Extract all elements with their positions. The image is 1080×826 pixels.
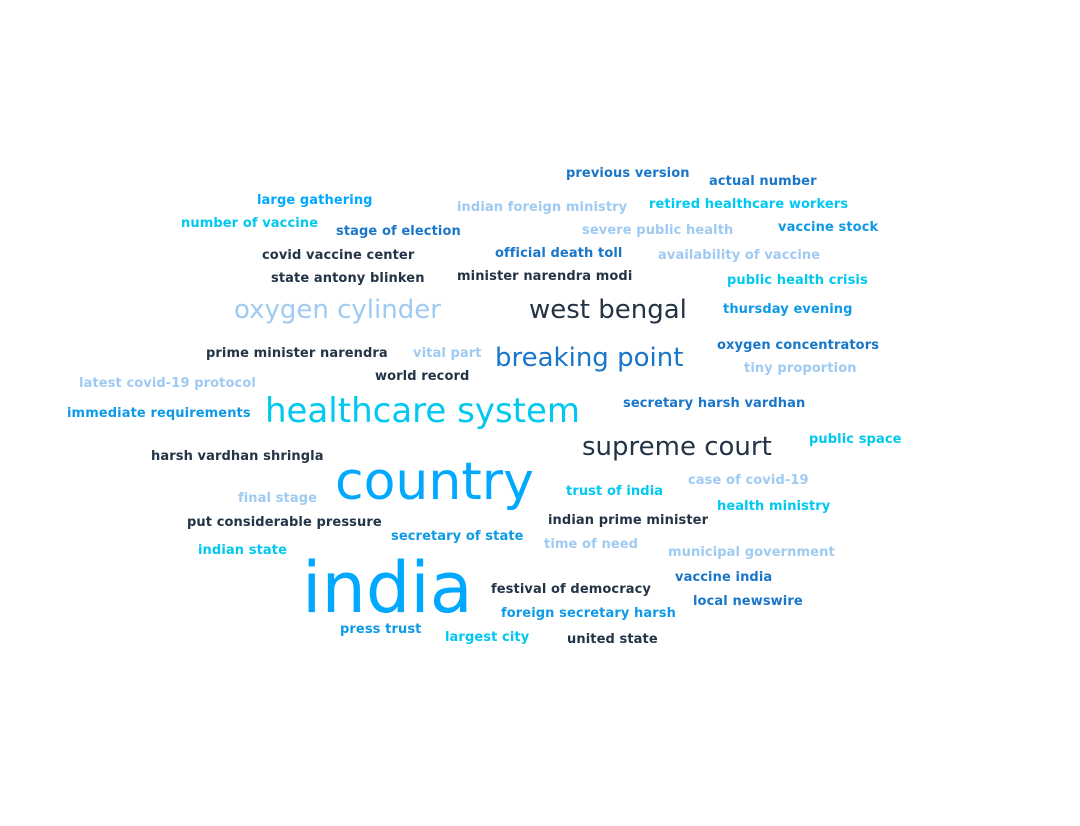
word: thursday evening: [723, 302, 853, 317]
word: largest city: [445, 630, 530, 645]
word: press trust: [340, 622, 422, 637]
word: municipal government: [668, 545, 835, 560]
word: tiny proportion: [744, 361, 857, 376]
word: vaccine stock: [778, 220, 879, 235]
word: large gathering: [257, 193, 373, 208]
word: stage of election: [336, 224, 461, 239]
word: local newswire: [693, 594, 803, 609]
word: public space: [809, 432, 902, 447]
word: actual number: [709, 174, 817, 189]
word: supreme court: [582, 432, 772, 462]
word: india: [302, 547, 473, 629]
word: put considerable pressure: [187, 515, 382, 530]
word: previous version: [566, 166, 690, 181]
word: world record: [375, 369, 470, 384]
word: harsh vardhan shringla: [151, 449, 324, 464]
word: west bengal: [529, 295, 687, 325]
word: immediate requirements: [67, 406, 251, 421]
word: vaccine india: [675, 570, 773, 585]
word: festival of democracy: [491, 582, 651, 597]
word: retired healthcare workers: [649, 197, 849, 212]
word: secretary of state: [391, 529, 524, 544]
word: health ministry: [717, 499, 831, 514]
word: number of vaccine: [181, 216, 319, 231]
word: indian foreign ministry: [457, 200, 628, 215]
word: official death toll: [495, 246, 623, 261]
word: prime minister narendra: [206, 346, 388, 361]
word: healthcare system: [265, 391, 581, 431]
word: oxygen concentrators: [717, 338, 880, 353]
word: case of covid-19: [688, 473, 809, 488]
word: final stage: [238, 491, 318, 506]
word: covid vaccine center: [262, 248, 415, 263]
word: foreign secretary harsh: [501, 606, 676, 621]
word: severe public health: [582, 223, 734, 238]
word: latest covid-19 protocol: [79, 376, 256, 391]
word: time of need: [544, 537, 639, 552]
word: availability of vaccine: [658, 248, 821, 263]
word: country: [335, 452, 534, 512]
word: state antony blinken: [271, 271, 425, 286]
word: breaking point: [495, 343, 684, 373]
word: secretary harsh vardhan: [623, 396, 806, 411]
word: oxygen cylinder: [234, 295, 441, 325]
word: trust of india: [566, 484, 664, 499]
word: indian state: [198, 543, 287, 558]
word: public health crisis: [727, 273, 868, 288]
word: vital part: [413, 346, 482, 361]
word: minister narendra modi: [457, 269, 633, 284]
word: united state: [567, 632, 658, 647]
word: indian prime minister: [548, 513, 709, 528]
